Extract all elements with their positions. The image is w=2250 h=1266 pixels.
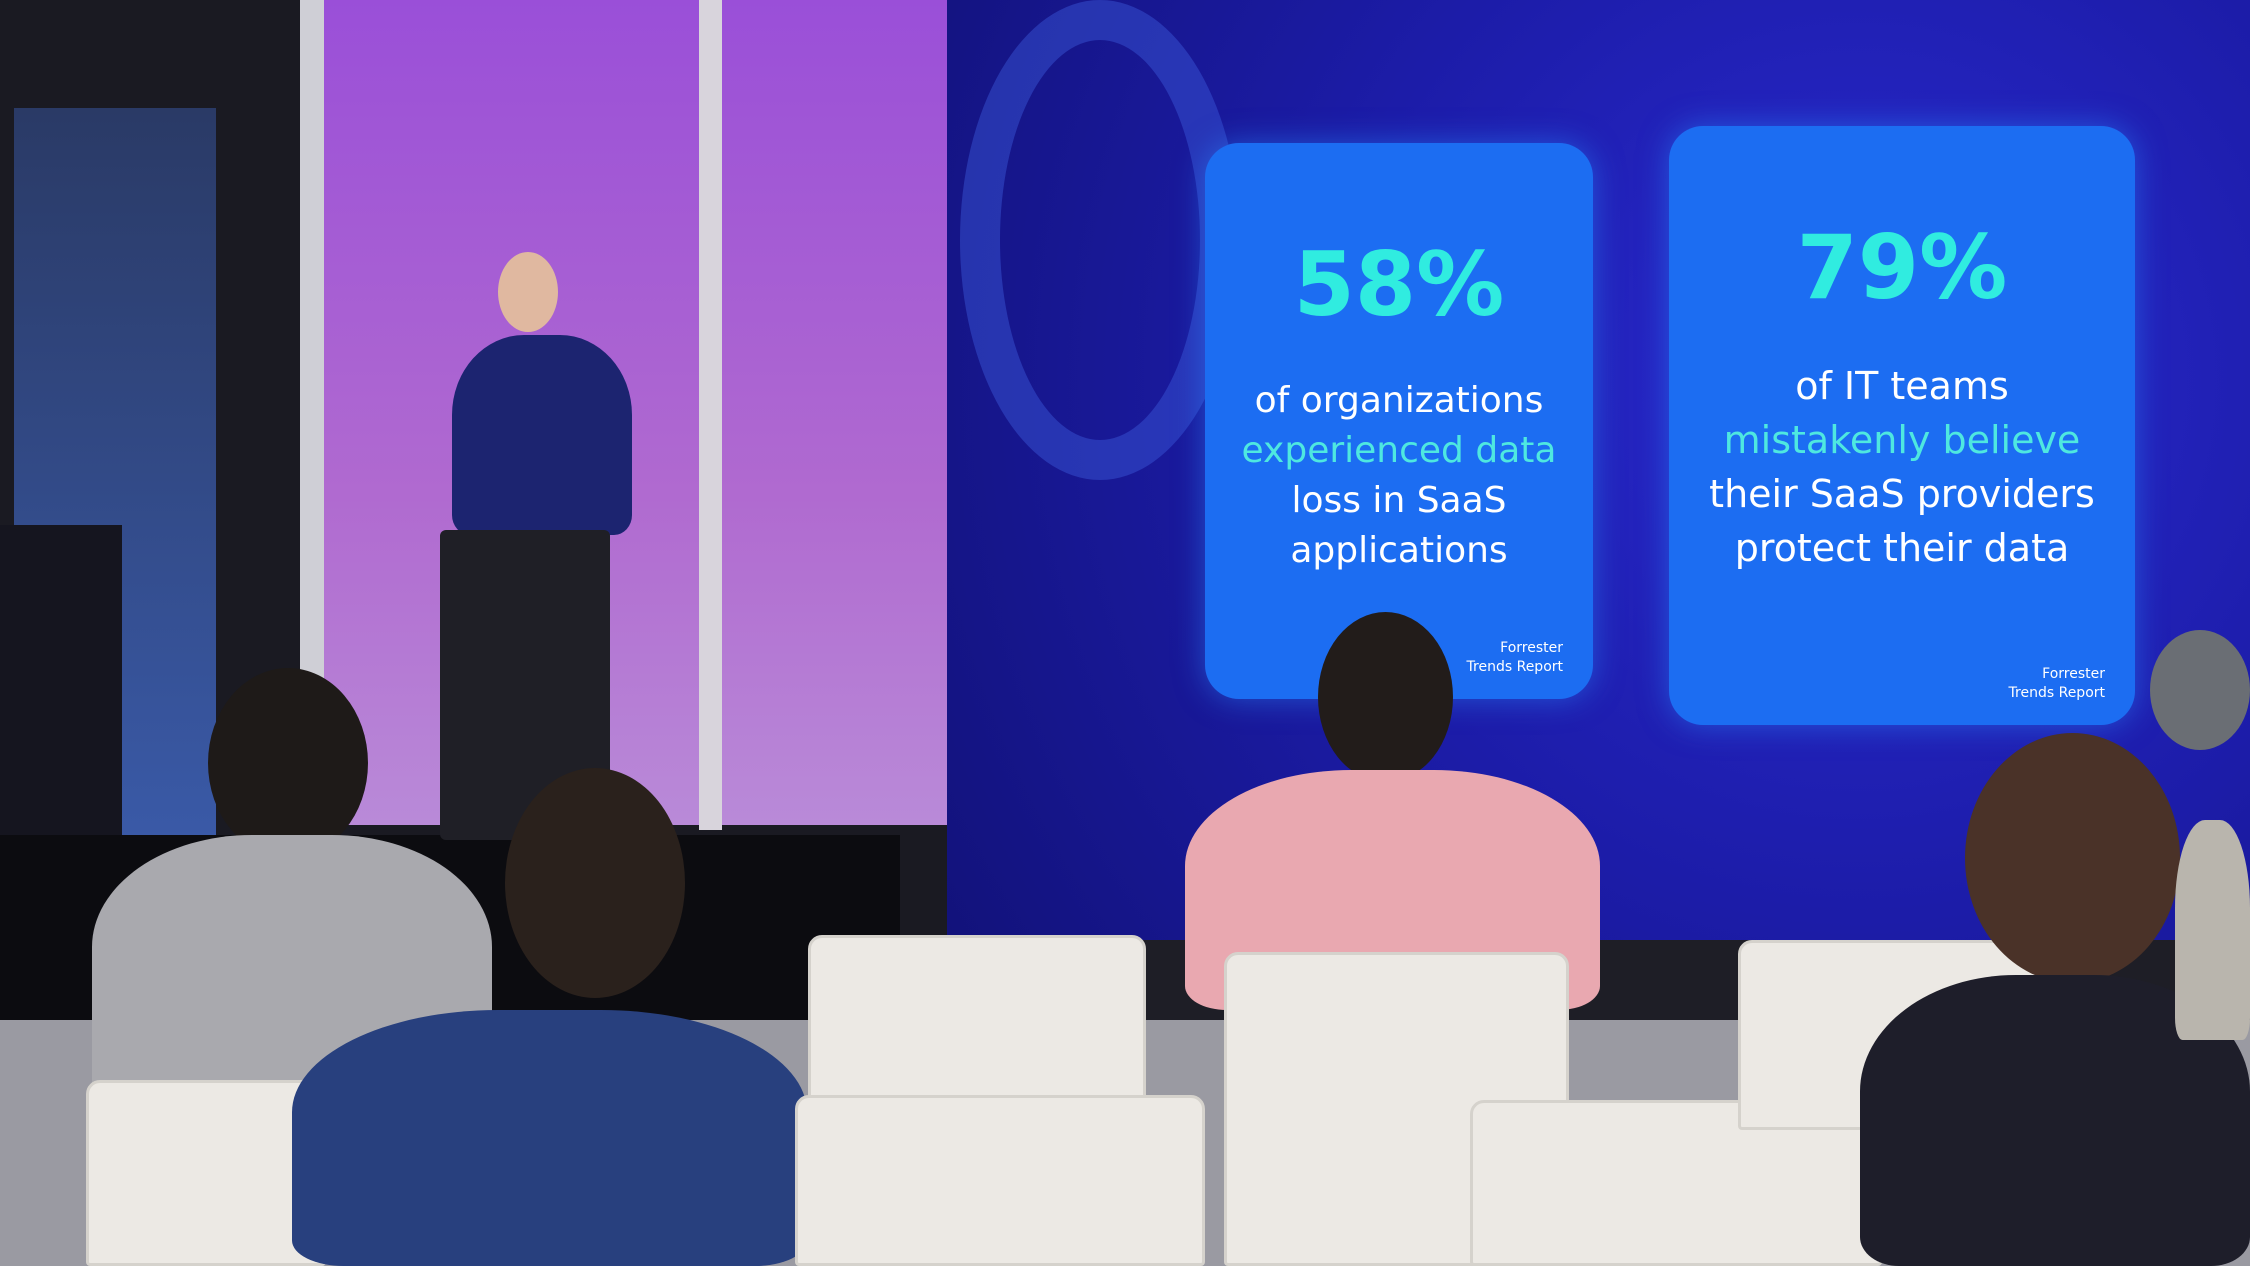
stat-line: loss in SaaS: [1291, 480, 1507, 521]
audience-head: [1965, 733, 2180, 983]
wall-pillar: [699, 0, 722, 830]
audience-person: [2175, 820, 2250, 1040]
source-name: Forrester: [2042, 666, 2105, 682]
purple-wall: [323, 0, 947, 825]
stat-card-2: 79% of IT teams mistakenly believe their…: [1669, 126, 2135, 725]
audience-person: [292, 1010, 807, 1266]
stat-line: applications: [1290, 530, 1508, 571]
stat-line: of IT teams: [1795, 364, 2009, 408]
stat-highlight: experienced data: [1241, 430, 1557, 471]
speaker-shirt: [452, 335, 632, 535]
chair: [1470, 1100, 1882, 1266]
stat-source: Forrester Trends Report: [1467, 639, 1563, 677]
source-name: Forrester: [1500, 640, 1563, 656]
speaker-head: [498, 252, 558, 332]
audience-head: [208, 668, 368, 858]
source-report: Trends Report: [2008, 685, 2105, 701]
stat-line: protect their data: [1734, 526, 2070, 570]
stat-highlight: mistakenly believe: [1723, 418, 2081, 462]
stat-line: of organizations: [1254, 380, 1544, 421]
chair: [86, 1080, 326, 1266]
stat-source: Forrester Trends Report: [2009, 665, 2105, 703]
screen-decoration: [960, 0, 1240, 480]
stat-percent: 58%: [1293, 233, 1505, 336]
chair: [795, 1095, 1205, 1266]
audience-head: [505, 768, 685, 998]
source-report: Trends Report: [1466, 659, 1563, 675]
stat-card-1: 58% of organizations experienced data lo…: [1205, 143, 1593, 699]
audience-head: [1318, 612, 1453, 782]
audience-head: [2150, 630, 2250, 750]
stat-percent: 79%: [1796, 216, 2008, 319]
stat-line: their SaaS providers: [1709, 472, 2095, 516]
